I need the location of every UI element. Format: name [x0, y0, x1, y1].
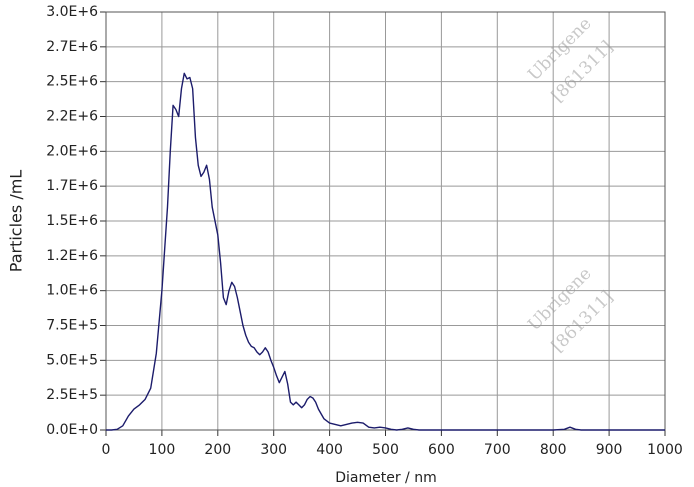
plot-frame [105, 11, 666, 431]
x-tick-label: 100 [149, 442, 176, 458]
x-tick-label: 0 [102, 442, 111, 458]
y-tick-label: 2.2E+6 [46, 109, 98, 125]
watermarks: Ubrigene [861311] Ubrigene [861311] [524, 14, 617, 357]
x-tick-label: 800 [540, 442, 567, 458]
y-tick-label: 1.2E+6 [46, 248, 98, 264]
y-axis-label: Particles /mL [7, 170, 26, 273]
y-tick-label: 3.0E+6 [46, 4, 98, 20]
x-tick-label: 1000 [647, 442, 683, 458]
y-tick-label: 1.7E+6 [46, 178, 98, 194]
x-tick-label: 300 [260, 442, 287, 458]
x-tick-label: 400 [316, 442, 343, 458]
y-tick-label: 2.0E+6 [46, 143, 98, 159]
y-tick-label: 0.0E+0 [46, 422, 98, 438]
x-tick-label: 200 [204, 442, 231, 458]
y-tick-label: 7.5E+5 [46, 318, 98, 334]
data-line [106, 72, 665, 431]
y-tick-label: 2.5E+5 [46, 387, 98, 403]
y-tick-label: 1.5E+6 [46, 213, 98, 229]
y-tick-label: 1.0E+6 [46, 283, 98, 299]
y-tick-label: 2.7E+6 [46, 39, 98, 55]
x-tick-label: 900 [596, 442, 623, 458]
x-tick-label: 700 [484, 442, 511, 458]
x-tick-label: 600 [428, 442, 455, 458]
x-axis-label: Diameter / nm [335, 470, 437, 486]
y-tick-label: 2.5E+6 [46, 74, 98, 90]
y-tick-label: 5.0E+5 [46, 352, 98, 368]
x-tick-label: 500 [372, 442, 399, 458]
